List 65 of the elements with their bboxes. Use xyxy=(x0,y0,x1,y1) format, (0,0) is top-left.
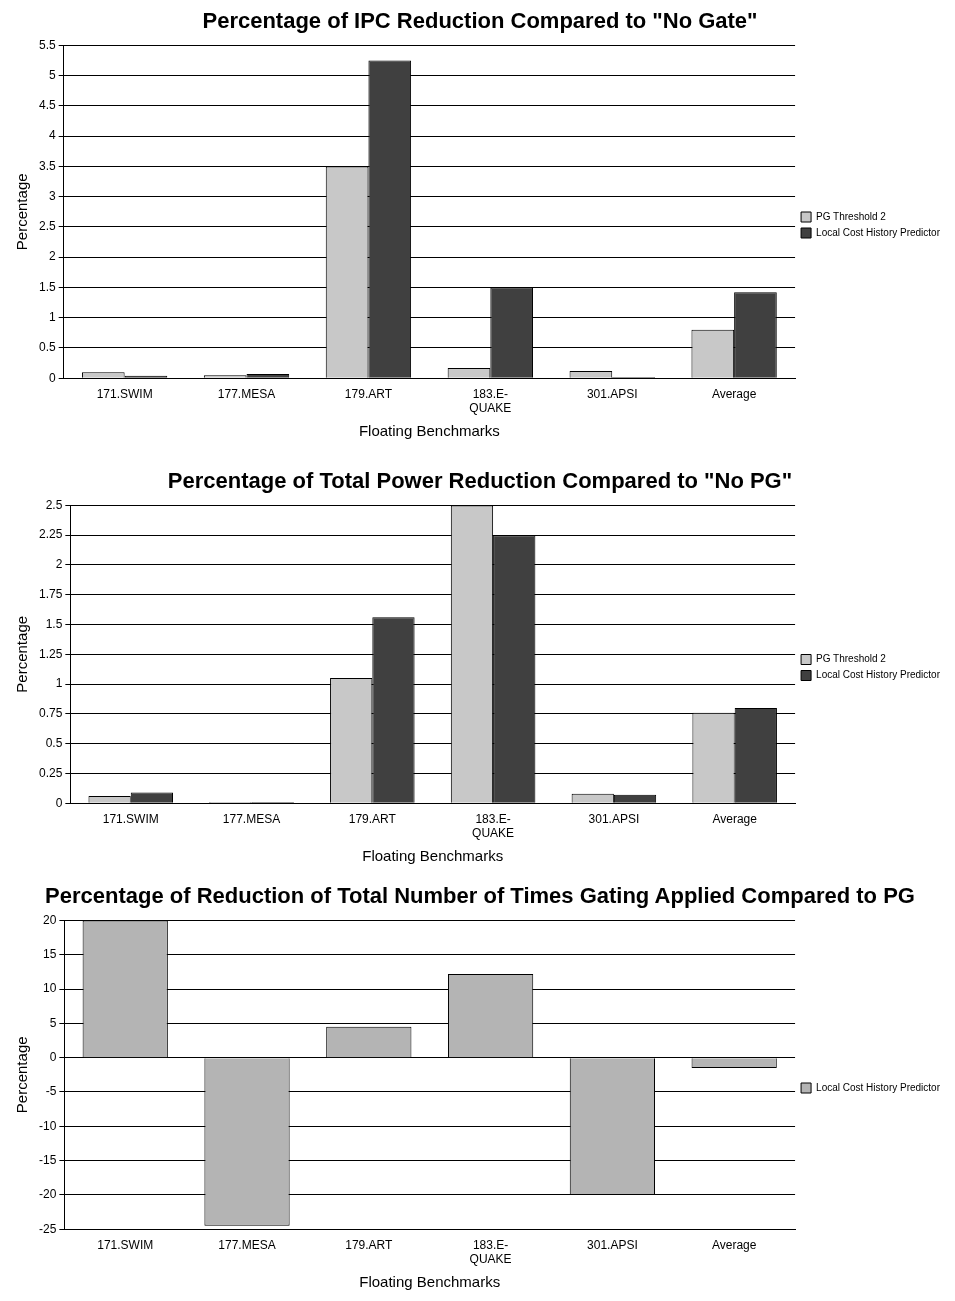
x-tick-label: 171.SWIM xyxy=(102,811,159,826)
y-tick-label: 1 xyxy=(48,310,56,324)
chart-title: Percentage of Reduction of Total Number of Times Gating Applied Compared to PG xyxy=(45,883,915,909)
y-tick-label: 4.5 xyxy=(38,98,56,113)
y-tick-label: 0.5 xyxy=(45,735,63,750)
y-tick-label: 3 xyxy=(48,188,56,203)
y-axis-title: Percentage xyxy=(13,173,31,251)
chart-title: Percentage of IPC Reduction Compared to "No Gate" xyxy=(202,8,758,34)
legend-label: Local Cost History Predictor xyxy=(816,226,941,238)
y-tick-label: -10 xyxy=(39,1118,57,1133)
y-tick-label: 5 xyxy=(48,67,56,82)
x-tick-label: 171.SWIM xyxy=(96,386,153,401)
y-axis-title: Percentage xyxy=(13,1036,31,1114)
x-tick-label: Average xyxy=(711,386,757,401)
y-tick-label: 15 xyxy=(42,947,57,962)
x-tick-label: Average xyxy=(711,1237,757,1252)
y-tick-label: 1 xyxy=(55,676,63,691)
x-axis-title: Floating Benchmarks xyxy=(362,847,504,865)
y-tick-label: 0.75 xyxy=(39,706,63,721)
x-axis-title: Floating Benchmarks xyxy=(358,422,500,440)
x-tick-label: 179.ART xyxy=(344,386,393,401)
x-tick-label: 183.E-QUAKE xyxy=(469,386,512,416)
y-tick-label: 5.5 xyxy=(38,37,56,52)
y-tick-label: 3.5 xyxy=(38,158,56,173)
x-tick-label: 179.ART xyxy=(345,1237,394,1252)
y-tick-label: 0 xyxy=(49,1049,57,1064)
legend-label: Local Cost History Predictor xyxy=(816,1081,941,1093)
y-tick-label: 1.25 xyxy=(39,646,63,661)
y-tick-label: 20 xyxy=(42,912,57,927)
y-tick-label: -15 xyxy=(39,1152,57,1167)
y-tick-label: 0.5 xyxy=(38,340,56,355)
x-tick-label: 177.MESA xyxy=(217,386,276,401)
y-tick-label: -5 xyxy=(45,1084,57,1099)
legend-label: PG Threshold 2 xyxy=(816,210,887,222)
y-tick-label: 0.25 xyxy=(39,765,63,780)
y-tick-label: 2.25 xyxy=(39,527,63,542)
y-tick-label: 2 xyxy=(48,249,56,264)
y-tick-label: 1.5 xyxy=(38,279,56,294)
x-tick-label: Average xyxy=(712,811,758,826)
y-tick-label: 2.5 xyxy=(45,497,63,512)
x-tick-label: 179.ART xyxy=(348,811,397,826)
x-tick-label: 301.APSI xyxy=(587,1237,638,1252)
y-tick-label: -25 xyxy=(39,1221,57,1236)
y-tick-label: 0 xyxy=(55,795,63,810)
legend-label: PG Threshold 2 xyxy=(816,653,887,665)
chart-title: Percentage of Total Power Reduction Compared to "No PG" xyxy=(167,468,793,494)
y-tick-label: 4 xyxy=(48,128,56,143)
x-tick-label: 301.APSI xyxy=(586,386,638,401)
x-tick-label: 183.E-QUAKE xyxy=(472,811,515,841)
y-tick-label: 5 xyxy=(49,1015,57,1030)
x-tick-label: 171.SWIM xyxy=(97,1237,154,1252)
y-axis-title: Percentage xyxy=(13,615,31,693)
x-tick-label: 301.APSI xyxy=(588,811,640,826)
legend-label: Local Cost History Predictor xyxy=(816,669,941,681)
x-axis-title: Floating Benchmarks xyxy=(359,1273,501,1291)
x-tick-label: 177.MESA xyxy=(222,811,281,826)
y-tick-label: 2.5 xyxy=(38,219,56,234)
y-tick-label: 1.75 xyxy=(39,587,63,602)
x-tick-label: 177.MESA xyxy=(218,1237,276,1252)
y-tick-label: -20 xyxy=(39,1187,57,1202)
y-tick-label: 0 xyxy=(48,370,56,385)
y-tick-label: 2 xyxy=(55,557,63,572)
x-tick-label: 183.E-QUAKE xyxy=(469,1237,512,1267)
y-tick-label: 10 xyxy=(42,981,57,996)
y-tick-label: 1.5 xyxy=(45,616,63,631)
